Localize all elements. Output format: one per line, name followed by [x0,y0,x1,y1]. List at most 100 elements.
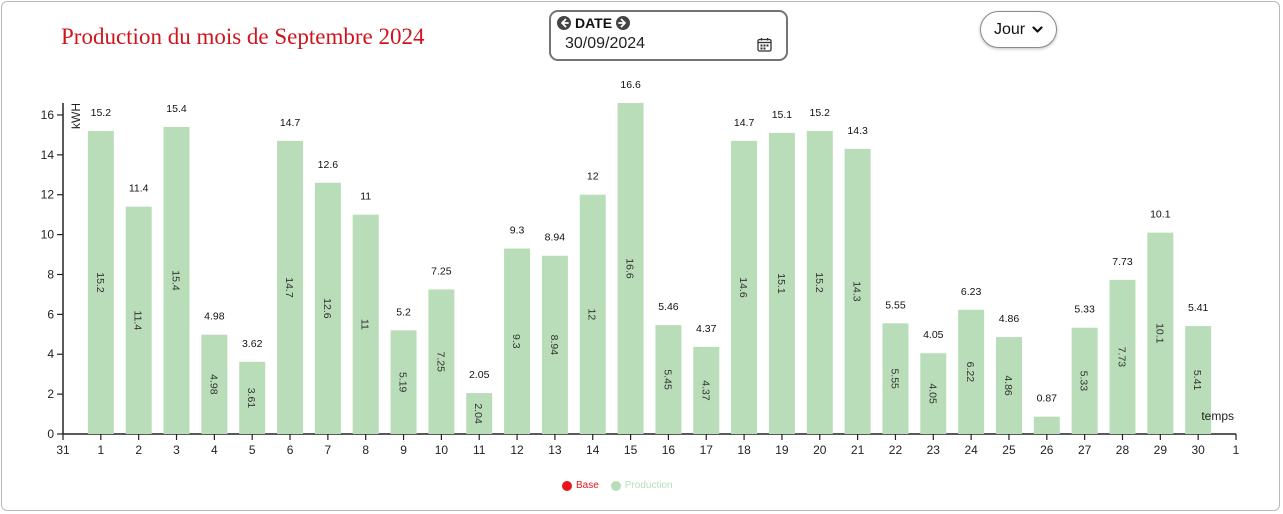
bar [844,148,871,434]
bar-top-label: 15.2 [91,107,112,119]
bar-top-label: 5.46 [658,301,679,313]
arrow-left-circle-icon[interactable] [557,16,571,30]
bar-inner-label: 4.37 [699,380,711,401]
bar-inner-label: 16.6 [624,258,636,279]
legend-label-production: Production [624,480,673,491]
arrow-right-circle-icon[interactable] [616,16,631,30]
bar-top-label: 4.05 [923,329,944,341]
y-tick-label: 8 [47,267,54,281]
bar [87,130,114,435]
bar-top-label: 0.87 [1037,393,1058,405]
bar [390,330,417,434]
period-dropdown[interactable]: Jour [980,11,1057,48]
bar [466,393,493,434]
date-input[interactable]: 30/09/2024 [565,35,646,52]
x-tick-label: 20 [813,443,827,457]
legend-item-base[interactable]: Base [562,480,599,491]
bar-top-label: 9.3 [510,225,525,237]
x-tick-label: 5 [249,443,256,457]
x-tick-label: 15 [624,443,638,457]
x-tick-label: 30 [1191,443,1205,457]
bar-inner-label: 5.19 [397,372,409,393]
bar-inner-label: 15.1 [775,273,787,294]
x-tick-label: 17 [700,443,714,457]
bar-inner-label: 11 [359,319,371,330]
bar [920,353,947,434]
x-tick-label: 12 [510,443,524,457]
bar-top-label: 11 [360,191,371,203]
bar-inner-label: 7.73 [1115,347,1127,368]
chart-legend: Base Production [562,480,673,491]
bar [314,182,341,434]
bar-inner-label: 5.55 [888,368,900,389]
bar-inner-label: 10.1 [1153,323,1165,344]
x-tick-label: 28 [1116,443,1130,457]
bar-top-label: 14.3 [847,125,868,137]
x-tick-label: 16 [662,443,676,457]
x-tick-label: 6 [287,443,294,457]
bar-inner-label: 8.94 [548,335,560,356]
bar [163,126,190,435]
x-tick-label: 22 [889,443,903,457]
bar-top-label: 14.7 [280,117,301,129]
y-tick-label: 16 [41,108,55,122]
bar-inner-label: 9.3 [510,334,522,349]
bar [1071,327,1098,434]
x-tick-label: 10 [435,443,449,457]
bar-inner-label: 15.4 [170,270,182,291]
bar [655,325,682,434]
x-tick-label: 25 [1002,443,1016,457]
date-label: DATE [575,15,613,31]
x-tick-label: 14 [586,443,600,457]
x-tick-label: 1 [97,443,104,457]
bar [1033,416,1060,434]
period-dropdown-label: Jour [993,20,1026,38]
y-tick-label: 2 [47,387,54,401]
bar [504,248,531,434]
bar-top-label: 7.25 [431,265,452,277]
bar-top-label: 11.4 [129,183,149,195]
bar-top-label: 14.7 [734,117,755,129]
bar-inner-label: 5.33 [1078,371,1090,392]
y-axis-label: kWH [69,103,83,129]
bar-top-label: 12.6 [318,159,339,171]
x-tick-label: 3 [173,443,180,457]
bar-inner-label: 4.98 [207,374,219,395]
x-tick-label: 27 [1078,443,1092,457]
x-tick-label: 23 [927,443,941,457]
bar [579,194,606,434]
bar-inner-label: 7.25 [434,351,446,372]
bar-top-label: 4.98 [204,311,225,323]
chevron-down-icon [1032,25,1043,33]
bar [882,323,909,434]
legend-label-base: Base [576,480,599,491]
calendar-icon[interactable] [757,37,772,52]
date-picker[interactable]: DATE 30/09/2024 [549,10,788,61]
bar-inner-label: 2.04 [472,403,484,424]
x-tick-label: 4 [211,443,218,457]
bar-top-label: 8.94 [545,232,566,244]
bar-top-label: 5.2 [396,306,411,318]
bar [428,289,455,434]
y-tick-label: 14 [41,148,55,162]
x-tick-label: 7 [325,443,332,457]
bar-inner-label: 3.61 [245,388,257,409]
bar [806,130,833,435]
y-tick-label: 10 [41,228,55,242]
legend-item-production[interactable]: Production [610,480,673,491]
bar-inner-label: 12.6 [321,298,333,319]
x-tick-label: 24 [964,443,978,457]
bar-inner-label: 12 [586,309,598,321]
x-tick-label: 31 [56,443,70,457]
y-tick-label: 6 [47,307,54,321]
x-tick-label: 13 [548,443,562,457]
bar-inner-label: 15.2 [94,272,106,293]
bar [617,103,644,434]
bar-inner-label: 5.45 [661,369,673,390]
bar-inner-label: 4.86 [1002,375,1014,396]
bar [1147,232,1174,434]
bar-top-label: 12 [587,171,599,183]
page-title: Production du mois de Septembre 2024 [61,24,425,49]
y-tick-label: 4 [47,347,54,361]
